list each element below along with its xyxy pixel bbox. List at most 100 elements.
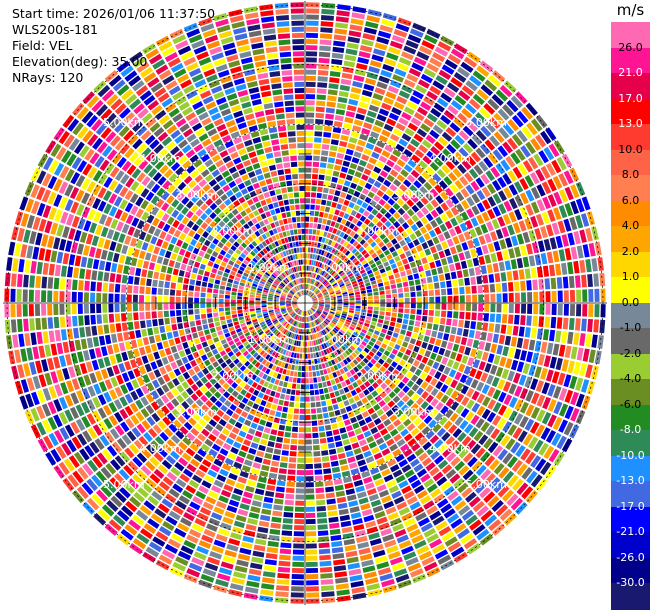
velocity-gate	[271, 284, 277, 289]
velocity-gate	[151, 412, 161, 423]
velocity-gate	[313, 273, 317, 279]
velocity-gate	[498, 404, 508, 416]
velocity-gate	[283, 289, 288, 293]
velocity-gate	[314, 254, 318, 260]
velocity-gate	[286, 269, 291, 275]
velocity-gate	[281, 70, 293, 76]
velocity-gate	[281, 272, 286, 278]
velocity-gate	[299, 186, 305, 192]
velocity-gate	[92, 456, 103, 469]
velocity-gate	[259, 379, 265, 386]
velocity-gate	[353, 316, 359, 321]
velocity-gate	[298, 309, 302, 315]
velocity-gate	[249, 308, 255, 312]
velocity-gate	[216, 474, 227, 483]
velocity-gate	[526, 315, 532, 326]
velocity-gate	[558, 344, 566, 357]
velocity-gate	[380, 374, 388, 382]
velocity-gate	[215, 233, 223, 241]
velocity-gate	[280, 57, 292, 64]
velocity-gate	[336, 309, 342, 313]
velocity-gate	[358, 439, 367, 447]
velocity-gate	[186, 62, 199, 72]
velocity-gate	[156, 209, 165, 219]
velocity-gate	[174, 337, 181, 345]
velocity-gate	[132, 138, 143, 150]
velocity-gate	[207, 234, 215, 242]
velocity-gate	[533, 303, 539, 315]
velocity-gate	[449, 412, 459, 423]
velocity-gate	[297, 253, 301, 259]
velocity-gate	[556, 317, 563, 329]
velocity-gate	[425, 329, 432, 336]
velocity-gate	[132, 303, 138, 312]
velocity-gate	[372, 373, 379, 381]
velocity-gate	[176, 310, 182, 316]
velocity-gate	[445, 435, 456, 446]
velocity-gate	[129, 359, 138, 369]
velocity-gate	[378, 198, 386, 207]
velocity-gate	[76, 351, 85, 363]
velocity-gate	[196, 189, 205, 198]
velocity-gate	[588, 304, 594, 317]
velocity-gate	[261, 90, 272, 98]
velocity-gate	[310, 266, 313, 272]
velocity-gate	[349, 361, 356, 368]
velocity-gate	[262, 226, 268, 233]
velocity-gate	[313, 149, 321, 155]
velocity-gate	[236, 393, 244, 401]
velocity-gate	[300, 341, 303, 347]
velocity-gate	[253, 321, 259, 326]
velocity-gate	[233, 398, 241, 406]
velocity-gate	[305, 124, 314, 130]
velocity-gate	[289, 205, 295, 211]
velocity-gate	[71, 303, 77, 315]
velocity-gate	[207, 128, 218, 137]
velocity-gate	[356, 337, 362, 343]
velocity-gate	[379, 311, 385, 316]
velocity-gate	[465, 303, 471, 312]
velocity-gate	[311, 414, 317, 420]
velocity-gate	[336, 363, 342, 369]
velocity-gate	[65, 278, 72, 290]
velocity-gate	[76, 204, 85, 216]
velocity-gate	[182, 371, 191, 380]
velocity-gate	[460, 61, 474, 73]
velocity-gate	[361, 127, 371, 136]
velocity-gate	[293, 314, 297, 319]
velocity-gate	[298, 365, 302, 371]
velocity-gate	[291, 20, 304, 26]
velocity-gate	[145, 203, 155, 213]
velocity-gate	[357, 541, 370, 549]
velocity-gate	[246, 479, 257, 487]
velocity-gate	[355, 305, 361, 309]
velocity-gate	[251, 269, 258, 275]
velocity-gate	[411, 393, 420, 402]
velocity-gate	[305, 353, 308, 359]
velocity-gate	[203, 253, 211, 260]
velocity-gate	[341, 72, 353, 80]
velocity-gate	[323, 418, 331, 425]
velocity-gate	[38, 218, 47, 232]
velocity-gate	[347, 411, 355, 418]
velocity-gate	[426, 359, 434, 367]
velocity-gate	[237, 476, 247, 484]
velocity-gate	[263, 274, 269, 279]
velocity-gate	[562, 317, 569, 330]
velocity-gate	[282, 193, 288, 200]
velocity-gate	[588, 349, 596, 364]
velocity-gate	[269, 275, 275, 281]
velocity-gate	[135, 329, 142, 339]
velocity-gate	[292, 301, 298, 303]
velocity-gate	[326, 436, 334, 443]
velocity-gate	[175, 96, 187, 106]
velocity-gate	[315, 395, 321, 401]
velocity-gate	[305, 470, 314, 476]
velocity-gate	[337, 306, 343, 309]
velocity-gate	[252, 48, 265, 56]
velocity-gate	[274, 254, 280, 261]
velocity-gate	[322, 329, 327, 335]
velocity-gate	[352, 331, 359, 337]
velocity-gate	[279, 45, 291, 52]
velocity-gate	[312, 426, 318, 432]
